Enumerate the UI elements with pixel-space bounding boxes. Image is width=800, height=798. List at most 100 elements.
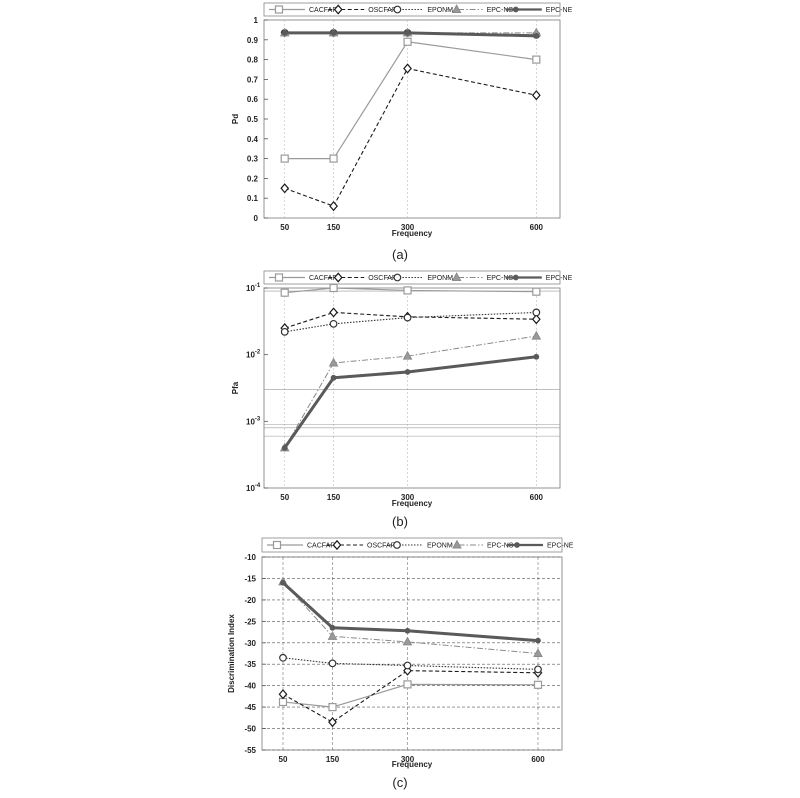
y-axis-label-2: Pfa [231,381,240,394]
legend-label-epc-ns: EPC-NS [487,543,514,550]
legend-label-eponm: EPONM [427,543,453,550]
series-line-eponm [284,311,537,333]
data-point-epc-ns-600 [531,330,542,340]
data-point-epc-ne-600 [533,353,540,360]
x-tick-label-150: 150 [327,493,341,502]
y-tick-label-2: 0.1 [247,194,259,203]
y-tick-label-3: 10-3 [246,416,261,426]
y-tick-label-9: 0.8 [247,56,259,65]
x-tick-label-150: 150 [327,223,341,232]
data-point-eponm-50 [280,327,289,336]
y-tick-label-9: -50 [244,725,256,734]
data-point-oscfar-150 [328,717,337,728]
legend-marker-oscfar [333,4,343,15]
legend-marker-cacfar [272,540,282,550]
data-point-cacfar-300 [403,37,412,46]
y-tick-label-6: -35 [244,660,256,669]
y-tick-label-1: 10-1 [246,283,261,293]
data-point-epc-ne-300 [404,627,411,634]
legend-marker-eponm [393,5,402,14]
data-point-oscfar-300 [403,63,412,74]
data-point-epc-ne-50 [281,444,288,451]
data-point-oscfar-600 [531,90,541,101]
y-tick-label-2: -15 [244,574,256,583]
panel-caption-3: (c) [392,775,407,790]
data-point-eponm-50 [279,653,287,662]
y-tick-label-6: 0.5 [247,115,259,124]
legend-marker-oscfar [332,539,342,551]
data-point-epc-ne-50 [281,29,288,36]
legend-label-epc-ns: EPC-NS [487,7,514,14]
legend-marker-cacfar [274,273,284,282]
data-point-cacfar-300 [403,286,412,295]
data-point-epc-ne-300 [404,369,411,375]
legend-marker-oscfar [333,272,343,283]
y-tick-label-5: -30 [244,639,256,648]
data-point-epc-ns-600 [533,648,543,657]
plot-area-1 [263,19,561,219]
series-line-cacfar [284,287,537,294]
legend-label-oscfar: OSCFAR [368,275,397,282]
legend-label-epc-ne: EPC-NE [547,543,574,550]
data-point-eponm-150 [328,659,337,668]
data-point-cacfar-50 [278,697,288,707]
legend-marker-epc-ne [514,542,520,548]
y-axis-label-1: Pd [231,114,240,124]
x-tick-label-50: 50 [280,223,289,232]
y-tick-label-3: -20 [244,596,256,605]
data-point-cacfar-150 [328,703,337,712]
series-line-epc-ns [282,581,539,654]
x-tick-label-300: 300 [401,755,415,764]
y-tick-label-4: -25 [244,617,256,626]
y-tick-label-5: 0.4 [247,135,259,144]
legend-marker-epc-ns [451,272,462,281]
y-tick-label-4: 10-4 [246,483,261,493]
y-axis-label-3: Discrimination Index [227,614,236,693]
series-line-epc-ns [284,335,537,449]
x-tick-label-150: 150 [326,755,340,764]
legend-label-epc-ne: EPC-NE [546,7,573,14]
data-point-oscfar-600 [531,314,541,325]
plot-area-3 [261,556,563,751]
series-line-oscfar [282,670,539,723]
y-tick-label-10: -55 [244,746,256,755]
panel-caption-1: (a) [392,247,408,262]
legend-label-cacfar: CACFAR [309,7,337,14]
data-point-cacfar-50 [280,288,289,297]
data-point-epc-ne-50 [280,579,286,586]
legend-label-eponm: EPONM [427,275,453,282]
legend-marker-eponm [393,541,401,549]
legend-marker-epc-ne [512,274,519,281]
legend-marker-epc-ne [512,6,519,13]
data-point-cacfar-150 [329,283,338,293]
plot-area-2 [263,287,561,489]
data-point-cacfar-600 [532,55,541,64]
data-point-cacfar-50 [280,154,289,163]
x-tick-label-600: 600 [530,223,544,232]
chart-panel-3: CACFAR OSCFAR EPONM EPC-NS EPC-NE -10 -15 -20 -2… [227,537,574,790]
legend-label-epc-ne: EPC-NE [546,275,573,282]
data-point-cacfar-150 [329,154,338,163]
x-tick-label-300: 300 [401,493,415,502]
y-tick-label-8: -45 [244,703,256,712]
data-point-oscfar-150 [329,200,338,212]
legend-marker-eponm [393,273,402,282]
data-point-epc-ns-300 [402,350,413,360]
y-tick-label-8: 0.7 [247,75,259,84]
data-point-oscfar-50 [278,689,288,700]
series-line-epc-ne [281,581,539,643]
x-tick-label-600: 600 [530,493,544,502]
y-tick-label-11: 1 [254,16,259,25]
legend-label-cacfar: CACFAR [309,275,337,282]
y-tick-label-2: 10-2 [246,350,261,360]
data-point-oscfar-50 [280,183,290,194]
legend-marker-cacfar [274,5,284,14]
series-line-oscfar [284,67,537,207]
legend-label-eponm: EPONM [427,7,453,14]
data-point-epc-ne-150 [329,624,336,631]
data-point-cacfar-600 [533,680,543,689]
x-axis-label-2: Frequency [392,499,433,508]
series-line-oscfar [284,311,537,329]
series-line-epc-ne [283,355,537,449]
